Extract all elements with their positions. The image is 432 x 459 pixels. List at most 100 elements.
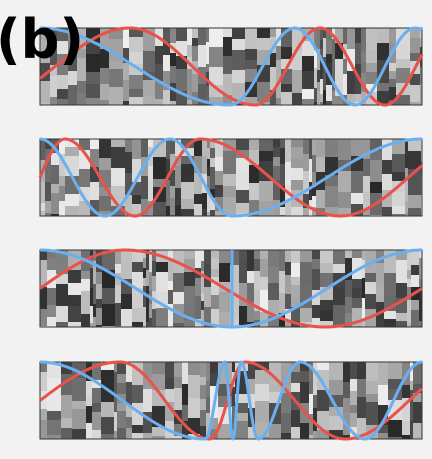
tile xyxy=(40,409,48,421)
tile xyxy=(276,83,282,99)
tile xyxy=(279,271,286,294)
tile xyxy=(149,250,153,273)
tile xyxy=(366,381,379,395)
tile xyxy=(170,92,177,102)
tile xyxy=(352,250,363,259)
tile xyxy=(176,69,188,92)
tile xyxy=(312,155,317,173)
tile xyxy=(102,304,116,327)
tile xyxy=(279,293,286,314)
tile xyxy=(210,189,216,199)
tile xyxy=(201,250,205,262)
tile xyxy=(320,58,324,80)
tile xyxy=(206,28,210,43)
tile xyxy=(68,295,82,307)
tile xyxy=(300,262,313,286)
tile xyxy=(223,197,237,212)
red-curve xyxy=(38,137,423,218)
tile xyxy=(292,51,303,71)
tile xyxy=(174,362,183,378)
tile xyxy=(333,264,346,274)
tile xyxy=(405,213,409,217)
tile xyxy=(40,182,46,204)
tile xyxy=(317,390,330,412)
tile xyxy=(90,268,94,289)
tile xyxy=(129,97,144,106)
tile xyxy=(146,299,150,323)
tile xyxy=(291,147,304,160)
tile xyxy=(378,405,389,426)
tile xyxy=(115,273,122,286)
tile xyxy=(117,428,127,437)
tile xyxy=(202,209,208,217)
tile xyxy=(153,202,167,217)
tile xyxy=(207,176,211,194)
tile xyxy=(270,28,277,38)
tile xyxy=(40,28,51,41)
tile xyxy=(285,294,292,310)
tile xyxy=(47,362,62,379)
tile xyxy=(210,210,216,217)
tile xyxy=(365,294,377,310)
tile xyxy=(338,208,352,217)
tile xyxy=(326,85,333,102)
tile xyxy=(218,432,233,440)
tile xyxy=(254,259,261,272)
tile xyxy=(132,204,142,215)
tile xyxy=(350,362,358,380)
tile xyxy=(410,28,421,39)
tile xyxy=(317,70,321,83)
tile xyxy=(132,288,144,309)
tile xyxy=(269,362,282,376)
tile xyxy=(362,278,366,299)
tile xyxy=(300,362,310,372)
tile xyxy=(276,98,282,106)
tile xyxy=(235,413,249,422)
tile xyxy=(335,28,344,44)
tile xyxy=(335,59,344,77)
tile xyxy=(281,69,293,85)
tile xyxy=(206,397,211,414)
tile xyxy=(320,321,334,328)
tile xyxy=(47,435,62,440)
tile xyxy=(192,46,199,62)
tile xyxy=(126,428,133,440)
tile xyxy=(182,405,189,422)
tile xyxy=(413,384,423,394)
tile xyxy=(411,250,420,266)
tile xyxy=(68,51,78,72)
tile xyxy=(291,180,304,191)
tile xyxy=(320,102,324,106)
tile xyxy=(68,28,78,52)
tile xyxy=(57,41,69,55)
tile xyxy=(209,85,224,98)
tile xyxy=(51,153,60,166)
tile xyxy=(361,62,367,74)
tile xyxy=(163,28,171,43)
tile xyxy=(188,375,201,399)
tile xyxy=(378,362,389,386)
tile xyxy=(396,59,411,69)
tile xyxy=(309,394,314,415)
tile xyxy=(121,262,133,280)
tile xyxy=(57,99,69,106)
tile xyxy=(230,287,240,308)
tile xyxy=(143,286,147,308)
tile xyxy=(362,319,366,328)
tile xyxy=(175,139,182,157)
tile xyxy=(215,185,224,198)
tile xyxy=(333,287,346,306)
tile xyxy=(211,258,220,270)
tile xyxy=(194,204,203,217)
tile xyxy=(343,435,351,440)
tile xyxy=(291,307,301,322)
tile xyxy=(149,304,153,319)
tile xyxy=(332,91,336,106)
tile xyxy=(320,28,324,41)
tile xyxy=(376,284,385,303)
tile xyxy=(351,171,364,194)
tile xyxy=(407,287,412,301)
tile xyxy=(101,434,115,440)
tile xyxy=(166,206,171,217)
tile xyxy=(245,60,258,70)
